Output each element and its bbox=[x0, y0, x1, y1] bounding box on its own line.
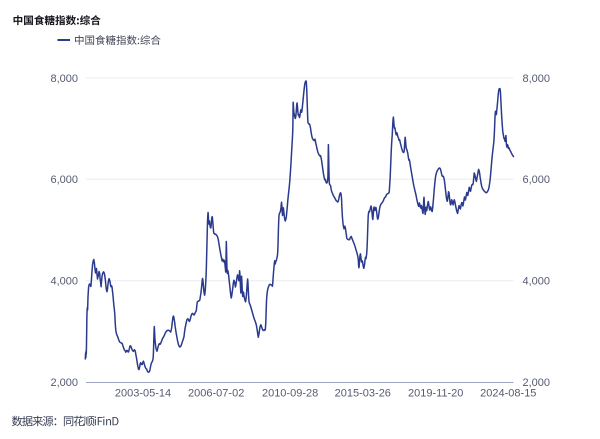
svg-text:2010-09-28: 2010-09-28 bbox=[262, 388, 318, 400]
svg-text:8,000: 8,000 bbox=[523, 73, 551, 85]
svg-text:2003-05-14: 2003-05-14 bbox=[115, 388, 171, 400]
svg-text:2024-08-15: 2024-08-15 bbox=[480, 388, 536, 400]
svg-text:2,000: 2,000 bbox=[50, 377, 78, 389]
svg-text:6,000: 6,000 bbox=[523, 174, 551, 186]
svg-text:4,000: 4,000 bbox=[50, 276, 78, 288]
svg-text:8,000: 8,000 bbox=[50, 73, 78, 85]
svg-text:2006-07-02: 2006-07-02 bbox=[188, 388, 244, 400]
svg-text:4,000: 4,000 bbox=[523, 276, 551, 288]
svg-text:6,000: 6,000 bbox=[50, 174, 78, 186]
svg-text:2019-11-20: 2019-11-20 bbox=[408, 388, 463, 400]
svg-text:2015-03-26: 2015-03-26 bbox=[335, 388, 391, 400]
svg-text:2,000: 2,000 bbox=[523, 377, 551, 389]
